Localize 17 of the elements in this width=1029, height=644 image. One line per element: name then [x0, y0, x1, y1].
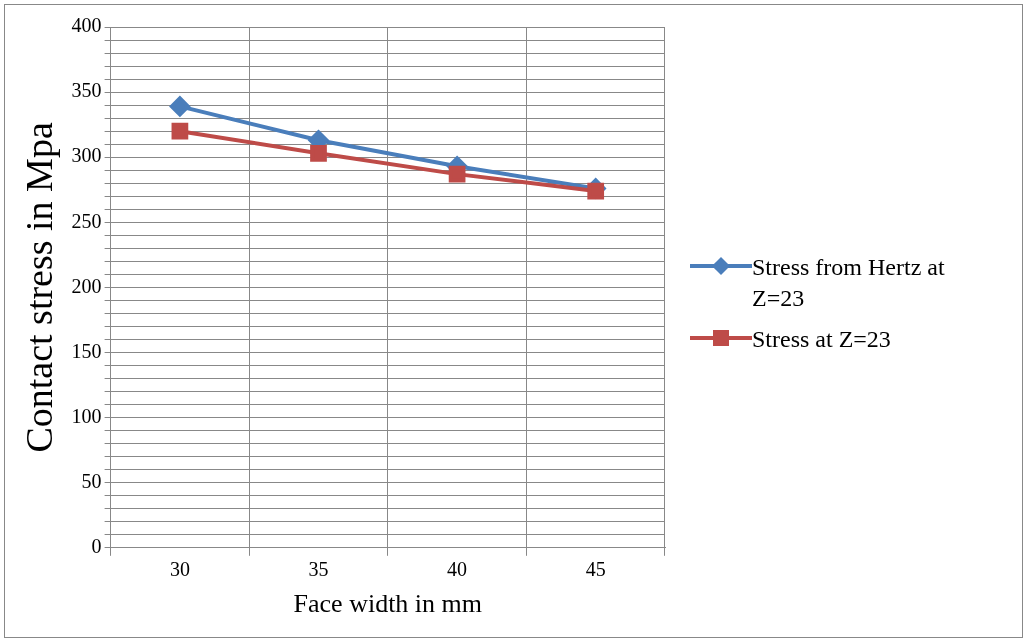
y-tick-label: 200 [71, 274, 102, 297]
y-tick-label: 300 [71, 144, 102, 167]
y-tick-label: 0 [91, 535, 102, 558]
y-axis-title: Contact stress in Mpa [17, 122, 60, 453]
y-tick-label: 250 [71, 209, 102, 232]
x-tick-label: 45 [585, 558, 606, 581]
y-tick-label: 150 [71, 339, 102, 362]
x-tick-label: 35 [308, 558, 329, 581]
legend-label: Stress at Z=23 [752, 325, 892, 355]
y-tick-label: 100 [71, 404, 102, 427]
y-tick-label: 350 [71, 79, 102, 102]
x-tick-label: 40 [447, 558, 468, 581]
legend-label: Stress from Hertz at Z=23 [752, 253, 946, 314]
x-tick-label: 30 [169, 558, 190, 581]
y-tick-label: 400 [71, 14, 102, 37]
y-tick-label: 50 [81, 469, 102, 492]
x-axis-title: Face width in mm [293, 589, 483, 619]
